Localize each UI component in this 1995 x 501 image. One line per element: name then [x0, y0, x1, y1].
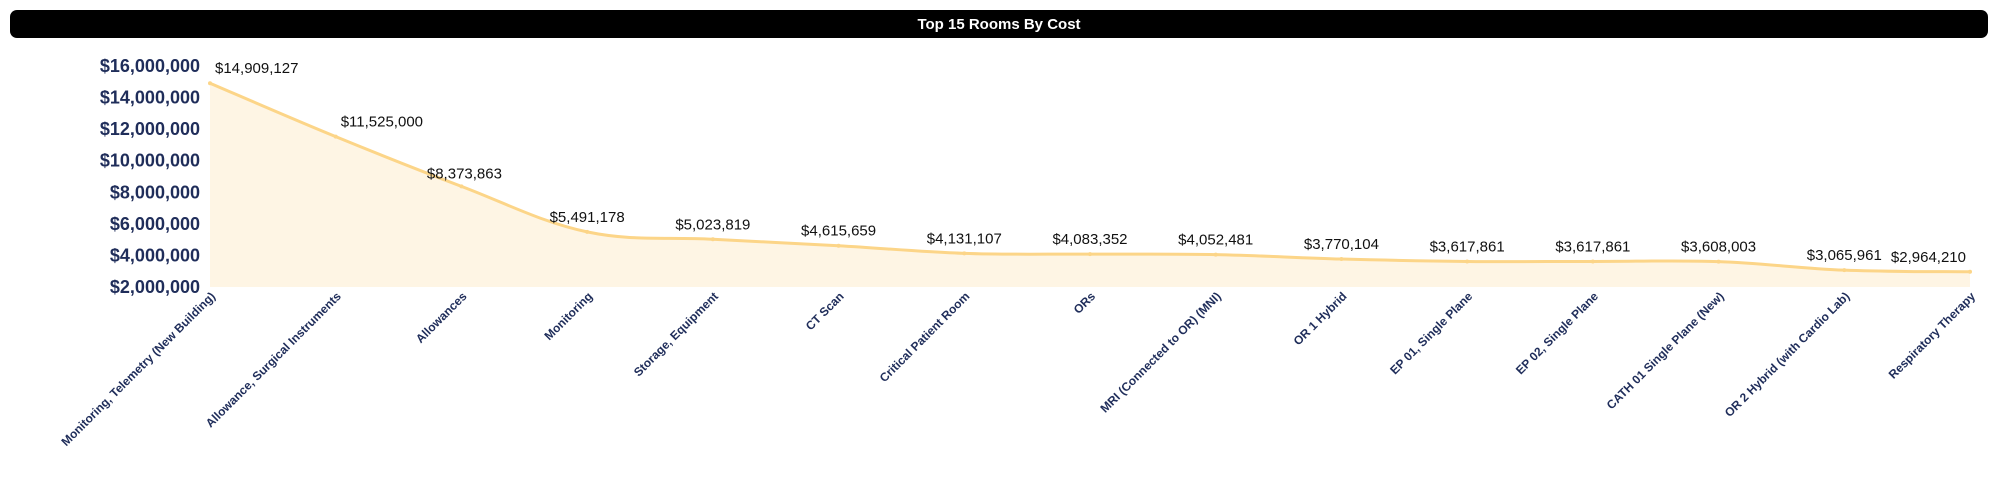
y-tick-label: $2,000,000 [110, 277, 200, 297]
data-point [1339, 257, 1344, 262]
x-tick-label: CT Scan [803, 289, 847, 333]
data-label: $5,023,819 [675, 216, 750, 233]
data-label: $4,131,107 [927, 230, 1002, 247]
data-label: $14,909,127 [215, 60, 298, 77]
y-tick-label: $14,000,000 [100, 88, 200, 108]
x-tick-label: OR 1 Hybrid [1291, 289, 1350, 348]
y-tick-label: $6,000,000 [110, 214, 200, 234]
data-points [208, 81, 1972, 274]
data-label: $11,525,000 [341, 114, 423, 131]
data-label: $4,615,659 [801, 223, 876, 240]
data-point [1465, 259, 1470, 264]
x-tick-label: EP 02, Single Plane [1513, 289, 1601, 377]
data-point [459, 184, 464, 189]
data-label: $2,964,210 [1891, 249, 1966, 266]
x-tick-label: ORs [1071, 289, 1099, 317]
y-tick-label: $12,000,000 [100, 119, 200, 139]
data-label: $3,617,861 [1430, 238, 1505, 255]
x-tick-label: EP 01, Single Plane [1387, 289, 1475, 377]
x-tick-label: Monitoring, Telemetry (New Building) [58, 289, 218, 449]
data-point [1213, 252, 1218, 257]
x-tick-label: Respiratory Therapy [1886, 289, 1979, 382]
area-fill [210, 83, 1970, 287]
x-tick-label: Monitoring [542, 289, 596, 343]
data-point [1968, 269, 1972, 274]
x-tick-label: Allowance, Surgical Instruments [203, 289, 344, 430]
y-tick-label: $10,000,000 [100, 151, 200, 171]
data-label: $5,491,178 [550, 209, 625, 226]
x-tick-label: Storage, Equipment [631, 289, 721, 379]
data-label: $4,052,481 [1178, 232, 1253, 249]
data-point [710, 237, 715, 242]
data-label: $3,617,861 [1555, 238, 1630, 255]
data-point [585, 229, 590, 234]
y-axis: $2,000,000 $4,000,000 $6,000,000 $8,000,000… [100, 56, 200, 297]
x-tick-label: Critical Patient Room [877, 289, 973, 385]
data-point [333, 134, 338, 139]
x-tick-label: Allowances [413, 289, 470, 346]
data-label: $8,373,863 [427, 165, 502, 182]
data-point [962, 251, 967, 256]
y-tick-label: $16,000,000 [100, 56, 200, 76]
x-tick-label: CATH 01 Single Plane (New) [1604, 289, 1727, 412]
data-point [1842, 268, 1847, 273]
data-label: $3,065,961 [1807, 247, 1882, 264]
data-point [1088, 252, 1092, 257]
x-tick-label: MRI (Connected to OR) (MNI) [1098, 289, 1224, 415]
data-label: $4,083,352 [1052, 231, 1127, 248]
data-point [1716, 259, 1721, 264]
data-point [836, 243, 841, 248]
x-tick-label: OR 2 Hybrid (with Cardio Lab) [1722, 289, 1853, 420]
data-label: $3,770,104 [1304, 236, 1379, 253]
x-axis: Monitoring, Telemetry (New Building)Allo… [58, 289, 1978, 449]
chart-title: Top 15 Rooms By Cost [10, 10, 1988, 38]
data-label: $3,608,003 [1681, 239, 1756, 256]
data-point [208, 81, 212, 86]
data-labels: $14,909,127 $11,525,000 $8,373,863 $5,491,1… [215, 60, 1966, 266]
y-tick-label: $4,000,000 [110, 245, 200, 265]
data-point [1590, 259, 1595, 264]
y-tick-label: $8,000,000 [110, 182, 200, 202]
